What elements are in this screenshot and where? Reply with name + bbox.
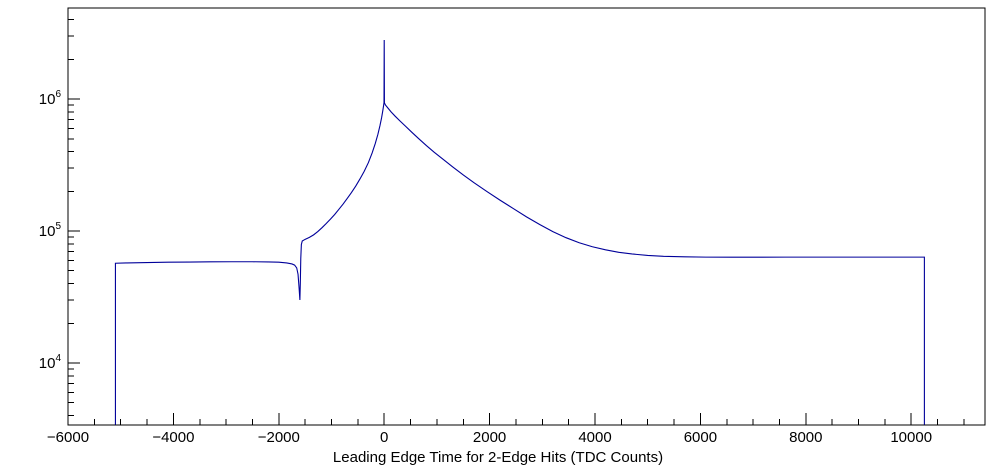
- x-tick-label: 8000: [789, 429, 822, 446]
- x-tick-label: 10000: [890, 429, 932, 446]
- histogram-line: [114, 40, 925, 425]
- x-tick-label: 0: [380, 429, 388, 446]
- x-tick-label: −2000: [258, 429, 300, 446]
- plot-frame: [67, 7, 986, 426]
- x-tick-label: 6000: [684, 429, 717, 446]
- x-tick-label: −6000: [47, 429, 89, 446]
- x-tick-label: −4000: [152, 429, 194, 446]
- y-tick-label: 105: [39, 221, 62, 240]
- x-tick-label: 4000: [578, 429, 611, 446]
- x-tick-label: 2000: [473, 429, 506, 446]
- y-tick-label: 104: [39, 353, 62, 372]
- x-axis-title: Leading Edge Time for 2-Edge Hits (TDC C…: [332, 449, 664, 466]
- y-tick-label: 106: [39, 89, 62, 108]
